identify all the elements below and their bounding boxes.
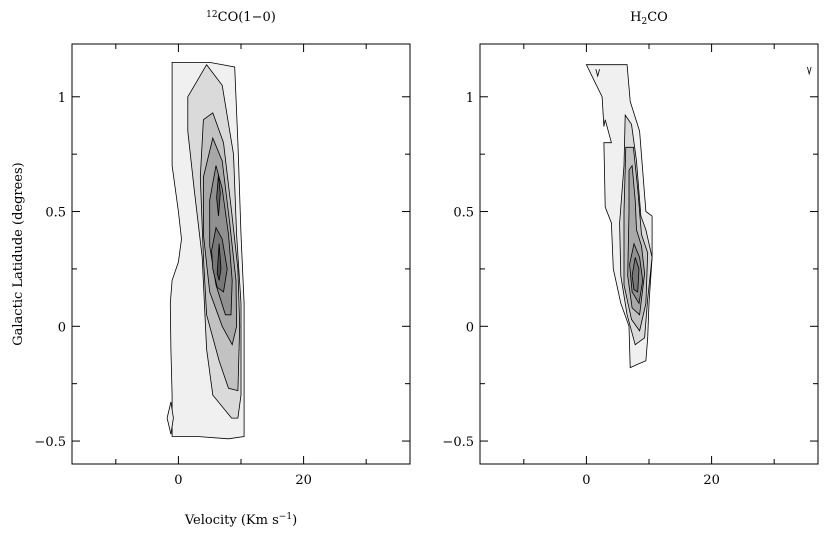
panel-title: 12CO(1−0) (206, 10, 276, 25)
title-superscript: 12 (206, 10, 217, 20)
y-tick-label: 0 (466, 320, 474, 335)
x-axis-label-sup: −1 (279, 512, 292, 522)
x-axis-label-close: ) (292, 513, 297, 528)
y-tick-label: 0.5 (453, 206, 474, 221)
x-tick-label: 0 (582, 473, 590, 488)
x-tick-label: 20 (703, 473, 720, 488)
y-tick-label: −0.5 (442, 435, 474, 450)
title-main: CO(1−0) (218, 10, 276, 25)
contour-layer (166, 62, 245, 440)
title-tail: CO (647, 10, 668, 25)
x-tick-label: 20 (295, 473, 312, 488)
panel-12co: 12CO(1−0) 0 20 −0.5 0 0.5 1 (34, 10, 411, 488)
y-tick-label: 0 (58, 320, 66, 335)
x-tick-label: 0 (174, 473, 182, 488)
panel-h2co: H2CO 0 20 −0.5 0 0.5 1 (442, 10, 819, 488)
contour-layer (585, 64, 812, 369)
title-main: H (630, 10, 641, 25)
contour-level-1 (166, 401, 174, 435)
ticks: 0 20 −0.5 0 0.5 1 (442, 44, 818, 488)
contour-level-5 (631, 257, 640, 293)
ticks: 0 20 −0.5 0 0.5 1 (34, 44, 410, 488)
x-axis-label: Velocity (Km s−1) (184, 512, 297, 528)
panel-title: H2CO (630, 10, 668, 27)
contour-level-7 (216, 174, 221, 217)
contour-mark-0 (595, 69, 600, 78)
y-tick-label: −0.5 (34, 435, 66, 450)
contour-mark-1 (807, 66, 812, 76)
y-tick-label: 1 (58, 91, 66, 106)
y-axis-label: Galactic Latidude (degrees) (11, 162, 26, 345)
contour-level-8 (216, 243, 222, 281)
y-tick-label: 0.5 (45, 206, 66, 221)
y-tick-label: 1 (466, 91, 474, 106)
x-axis-label-main: Velocity (Km s (184, 513, 279, 528)
title-subscript: 2 (642, 17, 648, 27)
